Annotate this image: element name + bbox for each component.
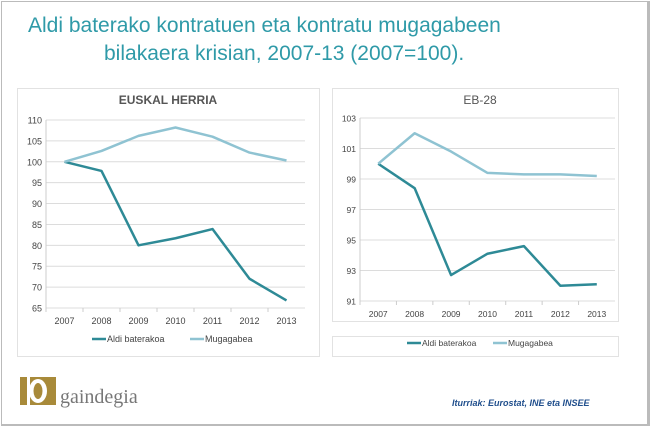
chart-euskal-herria-box: [17, 88, 320, 357]
series-line-mugagabea: [377, 132, 597, 178]
y-tick-label: 93: [347, 266, 357, 276]
x-tick-label: 2008: [405, 309, 424, 319]
y-tick-label: 95: [32, 178, 42, 188]
y-tick-label: 80: [32, 241, 42, 251]
x-tick-label: 2012: [551, 309, 570, 319]
x-tick-label: 2009: [442, 309, 461, 319]
chart-title: EUSKAL HERRIA: [119, 93, 218, 107]
chart-eb28-box: [332, 88, 619, 322]
y-tick-label: 105: [27, 136, 42, 146]
y-tick-label: 91: [347, 297, 357, 307]
title-line-2: bilakaera krisian, 2007-13 (2007=100).: [104, 42, 465, 65]
y-tick-label: 65: [32, 304, 42, 314]
gaindegia-logo: [20, 375, 60, 412]
chart-title: EB-28: [463, 93, 497, 107]
y-tick-label: 75: [32, 262, 42, 272]
y-tick-label: 97: [347, 205, 357, 215]
x-tick-label: 2011: [515, 309, 534, 319]
x-tick-label: 2013: [276, 316, 296, 326]
legend-label: Aldi baterakoa: [422, 338, 477, 348]
y-tick-label: 99: [347, 175, 357, 185]
series-line-mugagabea: [64, 126, 287, 163]
slide-title: Aldi baterako kontratuen eta kontratu mu…: [0, 12, 650, 68]
y-tick-label: 90: [32, 199, 42, 209]
y-tick-label: 100: [27, 157, 42, 167]
legend-label: Mugagabea: [205, 334, 253, 344]
y-tick-label: 85: [32, 220, 42, 230]
y-tick-label: 101: [342, 144, 356, 154]
chart-eb28-legend-box: [332, 336, 619, 357]
title-line-1: Aldi baterako kontratuen eta kontratu mu…: [28, 14, 501, 37]
source-note: Iturriak: Eurostat, INE eta INSEE: [452, 398, 590, 408]
y-tick-label: 95: [347, 236, 357, 246]
legend-label: Mugagabea: [508, 338, 553, 348]
x-tick-label: 2011: [203, 316, 222, 326]
x-tick-label: 2010: [165, 316, 185, 326]
x-tick-label: 2013: [587, 309, 606, 319]
x-tick-label: 2009: [128, 316, 148, 326]
y-tick-label: 70: [32, 283, 42, 293]
y-tick-label: 103: [342, 114, 356, 124]
x-tick-label: 2010: [478, 309, 497, 319]
x-tick-label: 2012: [239, 316, 259, 326]
x-tick-label: 2008: [91, 316, 111, 326]
x-tick-label: 2007: [54, 316, 74, 326]
series-line-aldi-baterakoa: [377, 162, 597, 287]
x-tick-label: 2007: [369, 309, 388, 319]
logo-text: gaindegia: [60, 386, 138, 408]
legend-label: Aldi baterakoa: [107, 334, 165, 344]
y-tick-label: 110: [28, 116, 42, 126]
